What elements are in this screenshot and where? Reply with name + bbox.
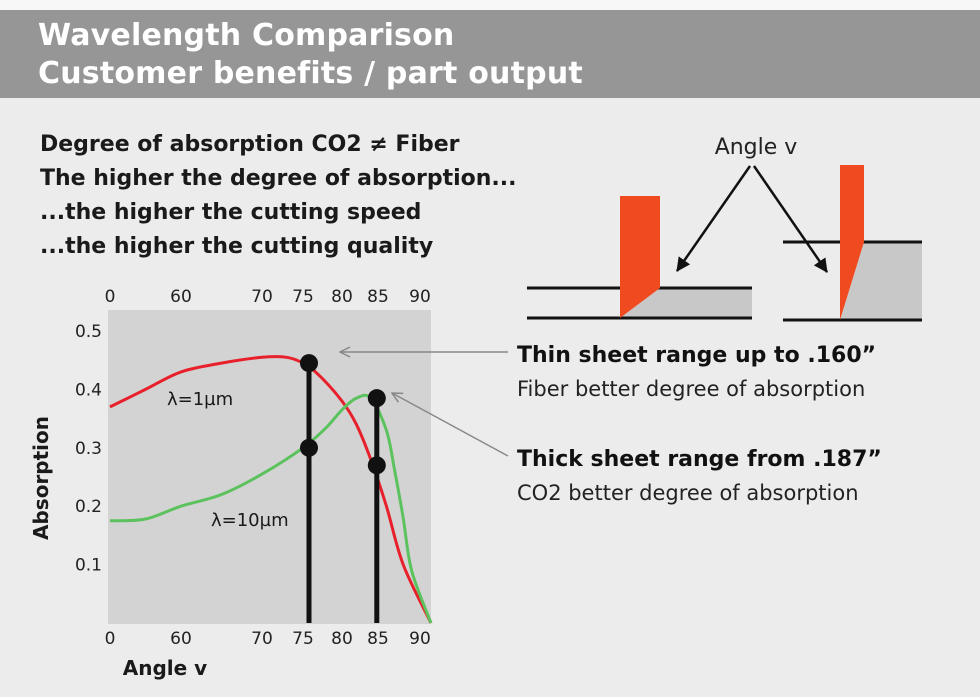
y-tick-label: 0.2: [75, 497, 102, 517]
x-tick-label-bottom: 70: [251, 629, 273, 649]
intersection-marker: [300, 438, 318, 457]
thin-sheet-subtitle: Fiber better degree of absorption: [517, 377, 865, 401]
intersection-marker: [367, 389, 386, 408]
thin-sheet-title: Thin sheet range up to .160”: [517, 343, 876, 368]
bullet-item: ...the higher the cutting quality: [40, 234, 434, 259]
bullet-list: Degree of absorption CO2 ≠ Fiber The hig…: [40, 128, 516, 264]
x-tick-label-top: 75: [292, 287, 314, 307]
tick-label-layer: 0 0 60 60 70 70 75 75 80 80 85 85 90 90 0.1 0.2 0.3 0.4 0.…: [75, 287, 431, 649]
y-tick-label: 0.4: [75, 380, 102, 400]
angle-label: Angle v: [715, 135, 798, 160]
marker-layer: [300, 354, 386, 475]
laser-head-thin: [620, 196, 660, 318]
x-tick-label-top: 70: [251, 287, 273, 307]
x-tick-label-top: 85: [367, 287, 389, 307]
header-subtitle: Customer benefits / part output: [38, 56, 583, 91]
series-line-co2: [109, 393, 433, 624]
vertical-line-layer: [306, 363, 380, 623]
thick-callout-arrow: [392, 393, 509, 457]
y-tick-label: 0.5: [75, 322, 102, 342]
x-tick-label-bottom: 75: [292, 629, 314, 649]
header-title: Wavelength Comparison: [38, 18, 455, 53]
thick-sheet-cut-area: [840, 242, 922, 320]
laser-head-thick: [840, 165, 864, 320]
top-strip: [0, 0, 980, 10]
bullet-item: Degree of absorption CO2 ≠ Fiber: [40, 132, 460, 157]
thin-sheet-cut-area: [620, 288, 752, 318]
angle-pointer-arrow-thick: [752, 165, 829, 273]
x-tick-label-bottom: 60: [170, 629, 192, 649]
x-tick-label-bottom: 90: [409, 629, 431, 649]
x-tick-label-bottom: 80: [331, 629, 353, 649]
bullet-item: The higher the degree of absorption...: [40, 166, 517, 191]
y-tick-label: 0.3: [75, 439, 102, 459]
intersection-marker: [300, 354, 318, 373]
intersection-marker: [367, 456, 386, 475]
legend-co2-label: λ=10µm: [211, 510, 289, 531]
bullet-item: ...the higher the cutting speed: [40, 200, 422, 225]
thick-sheet-title: Thick sheet range from .187”: [517, 447, 882, 472]
x-tick-label-top: 0: [105, 287, 116, 307]
thick-sheet-subtitle: CO2 better degree of absorption: [517, 481, 859, 505]
absorption-chart: 0 0 60 60 70 70 75 75 80 80 85 85 90 90 0.1 0.2 0.3 0.4 0.…: [29, 287, 433, 680]
cutting-angle-diagram: Angle v: [527, 135, 922, 322]
x-tick-label-top: 60: [170, 287, 192, 307]
y-axis-label: Absorption: [29, 416, 53, 540]
y-tick-label: 0.1: [75, 556, 102, 576]
legend-fiber-label: λ=1µm: [167, 389, 233, 410]
angle-pointer-arrow-thin: [675, 165, 752, 272]
x-tick-label-bottom: 85: [367, 629, 389, 649]
header-banner: Wavelength Comparison Customer benefits …: [0, 10, 980, 98]
x-tick-label-top: 80: [331, 287, 353, 307]
x-tick-label-bottom: 0: [105, 629, 116, 649]
x-axis-label: Angle v: [123, 656, 207, 680]
x-tick-label-top: 90: [409, 287, 431, 307]
